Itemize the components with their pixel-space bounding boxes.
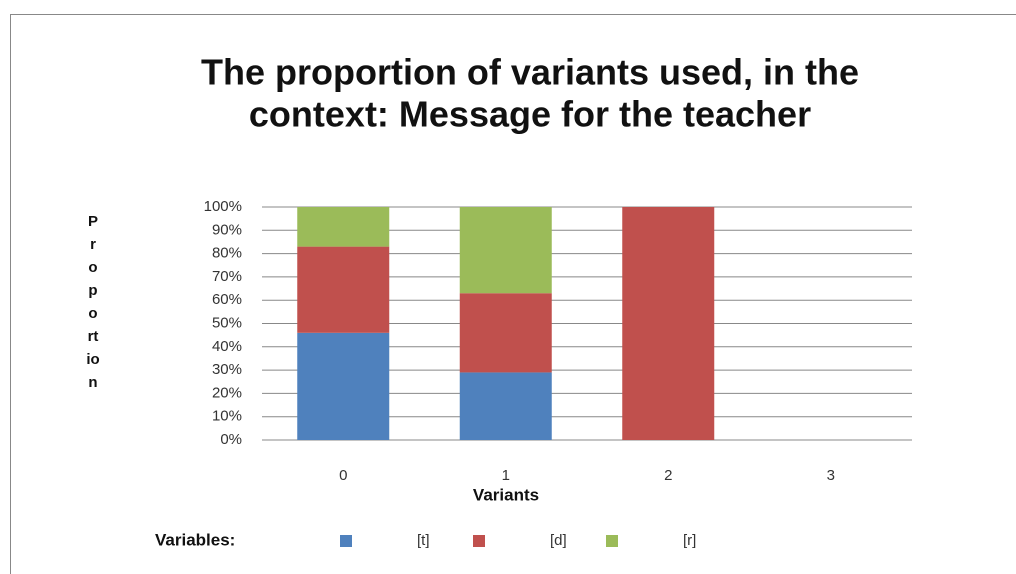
- y-tick-label: 90%: [212, 221, 242, 238]
- y-tick-label: 70%: [212, 268, 242, 285]
- bar-segment: [459, 293, 552, 373]
- legend-label: [d]: [550, 532, 567, 549]
- legend-title: Variables:: [155, 530, 235, 549]
- bar-segment: [622, 207, 715, 440]
- y-tick-label: 40%: [212, 338, 242, 355]
- y-tick-label: 60%: [212, 291, 242, 308]
- y-tick-label: 10%: [212, 408, 242, 425]
- x-tick-label: 2: [664, 467, 672, 484]
- y-tick-label: 100%: [204, 198, 242, 215]
- legend-label: [t]: [417, 532, 430, 549]
- chart-title: context: Message for the teacher: [249, 94, 811, 135]
- bar-segment: [297, 246, 390, 333]
- bar-segment: [459, 372, 552, 440]
- y-tick-label: 20%: [212, 384, 242, 401]
- chart-title: The proportion of variants used, in the: [201, 52, 859, 93]
- bar-segment: [459, 207, 552, 294]
- y-tick-label: 50%: [212, 314, 242, 331]
- y-tick-label: 80%: [212, 245, 242, 262]
- x-tick-label: 0: [339, 467, 347, 484]
- bar-segment: [297, 207, 390, 247]
- x-axis-label: Variants: [473, 485, 539, 504]
- x-tick-label: 3: [827, 467, 835, 484]
- y-tick-label: 0%: [220, 431, 242, 448]
- bar-segment: [297, 332, 390, 440]
- legend-label: [r]: [683, 532, 696, 549]
- y-tick-label: 30%: [212, 361, 242, 378]
- legend-swatch: [340, 535, 352, 547]
- chart-frame: [10, 14, 1016, 574]
- x-tick-label: 1: [502, 467, 510, 484]
- legend-swatch: [606, 535, 618, 547]
- legend-swatch: [473, 535, 485, 547]
- y-axis-label: Proportion: [86, 213, 100, 391]
